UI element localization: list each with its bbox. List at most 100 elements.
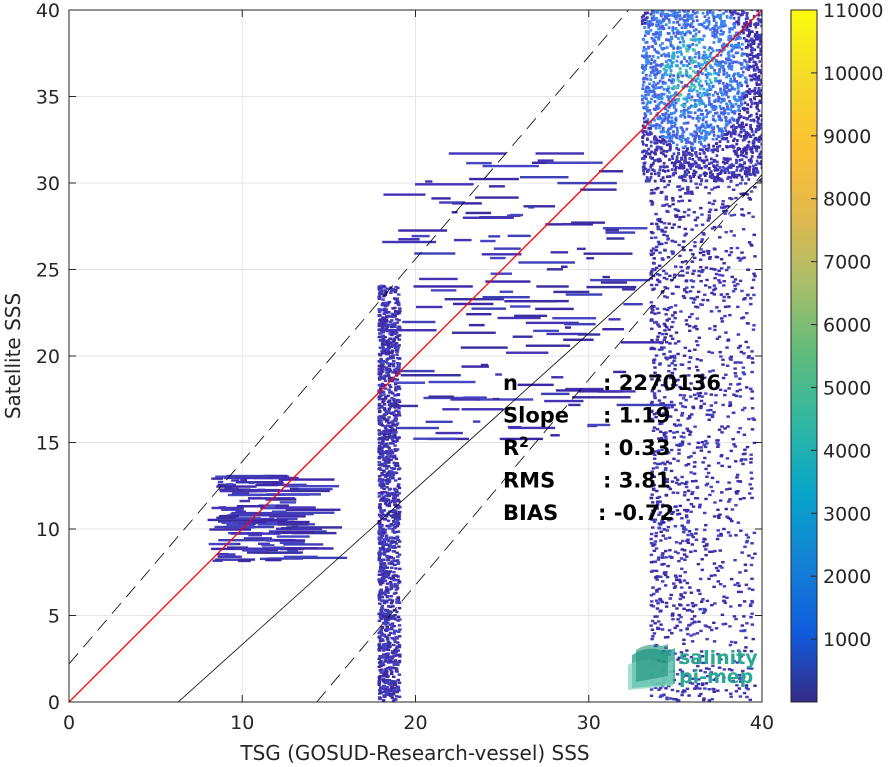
heat-cell (675, 155, 679, 159)
heat-cell (694, 161, 698, 165)
heat-cell (660, 14, 663, 18)
heat-cell (394, 367, 399, 371)
heat-cell (647, 25, 651, 29)
heat-cell (395, 587, 400, 590)
heat-cell (392, 531, 397, 534)
heat-cell (699, 650, 704, 653)
heat-cell (712, 640, 717, 643)
heat-cell (746, 356, 751, 359)
heat-cell (394, 285, 398, 289)
heat-cell (712, 41, 716, 44)
heat-cell (727, 387, 731, 390)
heat-cell (668, 429, 673, 433)
heat-cell (683, 15, 686, 18)
heat-cell (690, 640, 695, 643)
heat-cell (712, 225, 717, 229)
heat-cell (713, 328, 717, 332)
heat-cell (693, 49, 696, 52)
heat-cell (678, 581, 683, 584)
heat-cell (725, 488, 729, 491)
heat-cell (697, 140, 701, 144)
heat-cell (678, 542, 683, 545)
heat-cell (741, 70, 745, 74)
heat-cell (721, 32, 724, 36)
heat-cell (389, 685, 393, 688)
heat-cell (392, 368, 397, 371)
heat-cell (396, 365, 400, 369)
heat-cell (394, 588, 399, 591)
heat-cell (649, 61, 653, 65)
heat-cell (674, 408, 678, 412)
heat-cell (697, 394, 702, 398)
heat-cell (695, 327, 699, 331)
heat-cell (679, 265, 683, 269)
heat-cell (727, 481, 731, 484)
heat-cell (396, 507, 400, 510)
heat-cell (672, 604, 676, 607)
heat-cell (665, 326, 669, 329)
heat-cell (655, 411, 660, 415)
heat-cell (701, 611, 706, 615)
heat-cell (735, 173, 739, 177)
heat-cell (757, 139, 761, 143)
heat-cell (682, 354, 687, 357)
heat-cell (379, 447, 384, 451)
heat-cell (706, 19, 710, 23)
heat-cell (706, 125, 710, 128)
heat-cell (667, 133, 670, 136)
heat-cell (744, 166, 748, 170)
heat-cell (646, 170, 649, 173)
heat-cell (651, 94, 655, 98)
heat-cell (658, 430, 663, 433)
heat-cell (699, 71, 703, 74)
heat-cell (668, 158, 671, 162)
heat-cell (697, 135, 701, 138)
heat-cell (389, 672, 394, 676)
heat-cell (685, 581, 690, 585)
heat-cell (735, 158, 738, 162)
heat-cell (668, 146, 672, 150)
heat-cell (378, 367, 382, 371)
heat-cell (665, 46, 669, 49)
heat-cell (741, 52, 744, 56)
heat-cell (380, 352, 385, 355)
heat-cell (698, 503, 702, 507)
heat-cell (675, 513, 680, 516)
heat-cell (383, 572, 387, 575)
heat-cell (653, 615, 657, 618)
heat-cell (678, 195, 683, 198)
heat-cell (713, 268, 717, 271)
heat-cell (674, 108, 678, 112)
heat-cell (685, 291, 689, 294)
heat-cell (698, 101, 701, 105)
heat-cell (718, 281, 722, 284)
heat-cell (756, 56, 760, 60)
heat-cell (713, 79, 717, 83)
heat-cell (677, 152, 681, 156)
heat-cell (395, 462, 400, 465)
heat-cell (727, 253, 732, 257)
heat-cell (728, 401, 732, 404)
heat-cell (656, 558, 661, 561)
heat-cell (693, 85, 697, 89)
heat-cell (655, 122, 659, 126)
heat-cell (754, 136, 758, 140)
heat-cell (688, 356, 693, 359)
heat-cell (728, 498, 732, 501)
heat-cell (691, 116, 695, 120)
heat-cell (388, 402, 392, 405)
heat-cell (378, 503, 382, 506)
heat-cell (725, 136, 729, 140)
heat-cell (735, 60, 739, 64)
heat-cell (380, 455, 384, 459)
heat-cell (729, 449, 734, 453)
heat-cell (670, 139, 673, 143)
heat-cell (732, 280, 736, 284)
heat-cell (379, 562, 383, 566)
heat-cell (378, 452, 383, 456)
heat-cell (383, 622, 387, 626)
heat-cell (729, 37, 733, 41)
heat-cell (681, 64, 685, 67)
heat-cell (702, 511, 707, 515)
heat-cell (390, 333, 394, 337)
